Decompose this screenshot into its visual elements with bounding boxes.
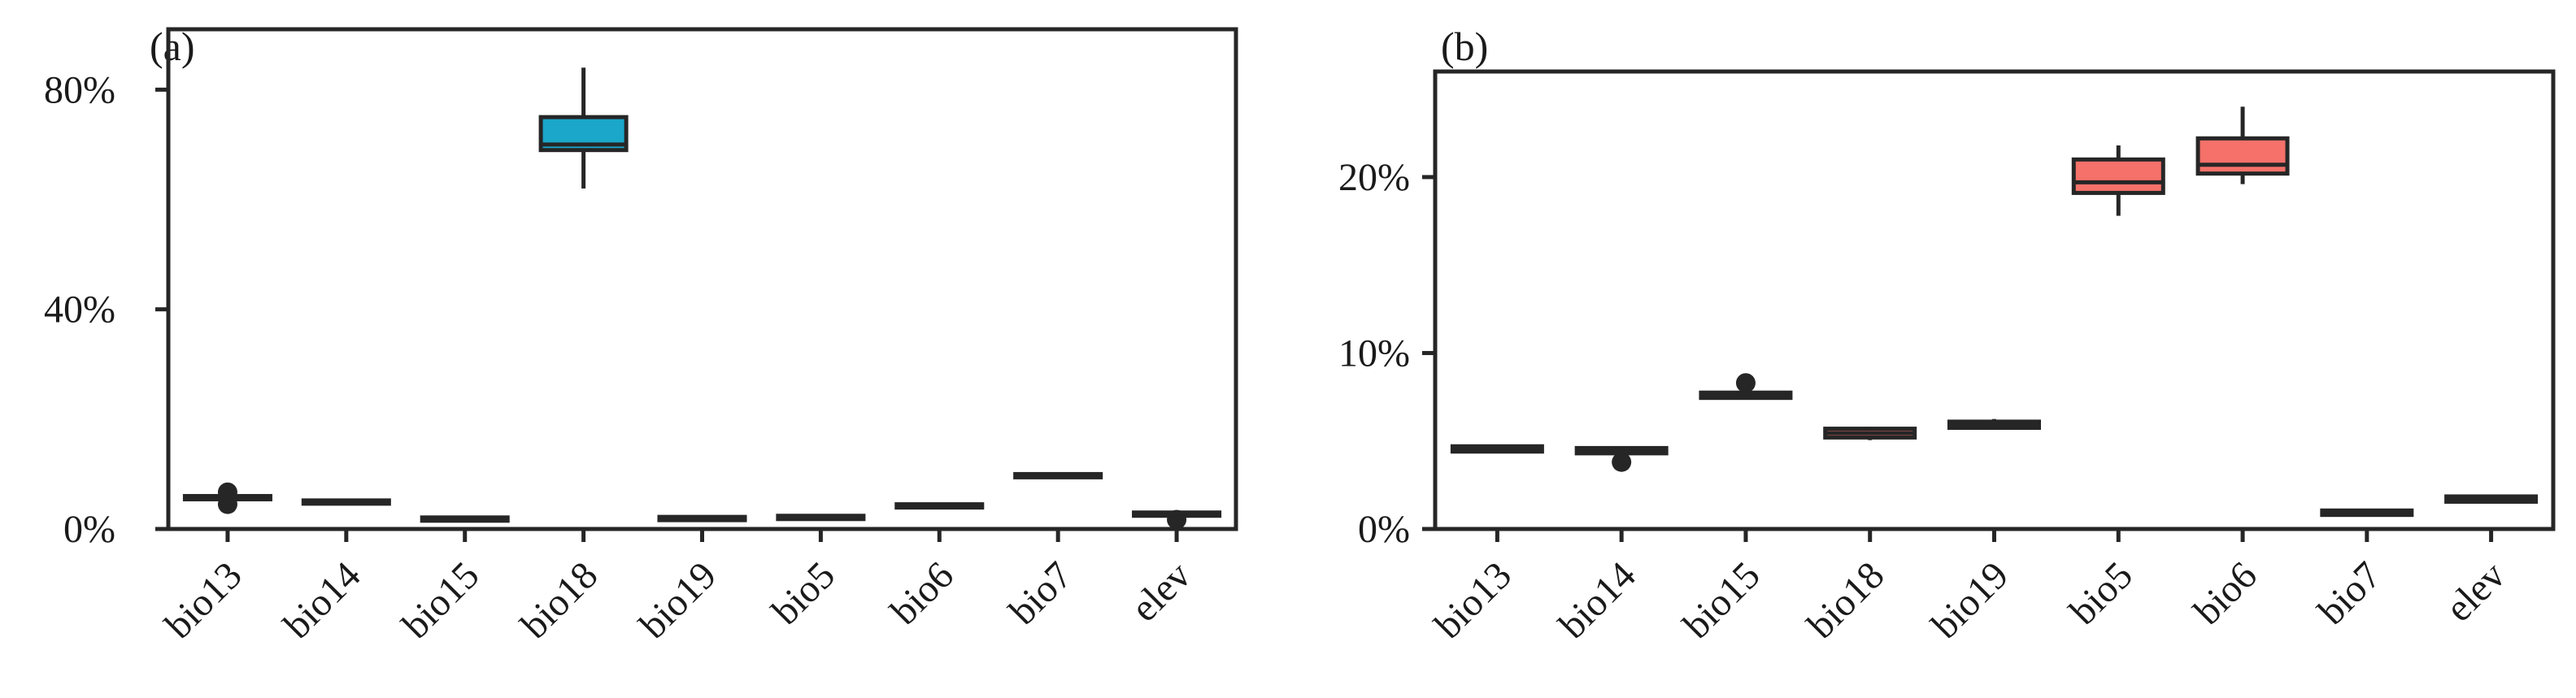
y-tick-label: 20% bbox=[1338, 156, 1410, 199]
x-tick-label: bio19 bbox=[1923, 553, 2017, 647]
outlier-point bbox=[217, 482, 237, 502]
outlier-point bbox=[1735, 373, 1756, 393]
x-tick-label: bio13 bbox=[157, 553, 250, 647]
x-tick-label: bio14 bbox=[276, 553, 369, 647]
x-tick-label: bio6 bbox=[2186, 553, 2265, 633]
x-tick-label: bio6 bbox=[882, 553, 962, 633]
y-tick-label: 80% bbox=[44, 68, 115, 111]
x-tick-label: bio5 bbox=[764, 553, 843, 633]
panel-a: (a) 0%40%80%bio13 bio14 bio15 bio18 bio19 bio… bbox=[44, 24, 1238, 647]
x-tick-label: bio18 bbox=[1799, 553, 1893, 647]
x-tick-label: bio15 bbox=[394, 553, 488, 647]
box-bio14 bbox=[1574, 445, 1669, 472]
box-bio6 bbox=[894, 502, 985, 510]
box-body bbox=[2195, 136, 2290, 176]
outlier-point bbox=[1167, 509, 1187, 530]
y-tick-label: 0% bbox=[63, 508, 115, 551]
box-bio18 bbox=[538, 67, 629, 189]
y-tick-label: 10% bbox=[1338, 332, 1410, 375]
x-tick-label: bio13 bbox=[1426, 553, 1520, 647]
box-bio5 bbox=[776, 514, 866, 522]
box-bio18 bbox=[1823, 427, 1917, 440]
x-tick-label: bio18 bbox=[513, 553, 607, 647]
x-tick-label: bio19 bbox=[631, 553, 724, 647]
box-bio14 bbox=[301, 498, 391, 506]
panel-b: (b) 0% 10% 20% bio13 bio14 bio15 bio18 bio19 bio… bbox=[1338, 24, 2556, 647]
box-elev bbox=[1132, 509, 1222, 530]
x-tick-label: bio14 bbox=[1551, 553, 1644, 647]
y-tick-label: 40% bbox=[44, 288, 115, 332]
x-tick-label: elev bbox=[1123, 553, 1199, 630]
box-elev bbox=[2444, 494, 2539, 504]
outlier-point bbox=[1612, 452, 1632, 472]
box-bio13 bbox=[182, 482, 272, 514]
box-bio7 bbox=[1013, 471, 1103, 479]
plot-frame bbox=[1433, 69, 2556, 531]
x-tick-label: bio5 bbox=[2061, 553, 2141, 633]
box-bio15 bbox=[420, 515, 510, 523]
x-tick-label: bio15 bbox=[1675, 553, 1769, 647]
x-tick-label: bio7 bbox=[1001, 553, 1081, 633]
box-bio13 bbox=[1450, 444, 1544, 454]
x-tick-label: bio7 bbox=[2310, 553, 2390, 633]
box-bio6 bbox=[2195, 106, 2290, 184]
box-bio19 bbox=[1947, 418, 2041, 430]
x-tick-label: elev bbox=[2437, 553, 2513, 630]
y-tick-label: 0% bbox=[1358, 508, 1410, 551]
plot-frame bbox=[166, 27, 1238, 531]
box-bio5 bbox=[2071, 145, 2165, 216]
box-bio15 bbox=[1699, 373, 1793, 401]
box-bio7 bbox=[2320, 508, 2414, 518]
panel-b-label: (b) bbox=[1441, 24, 1488, 69]
box-body bbox=[2071, 157, 2165, 195]
box-bio19 bbox=[657, 514, 747, 522]
